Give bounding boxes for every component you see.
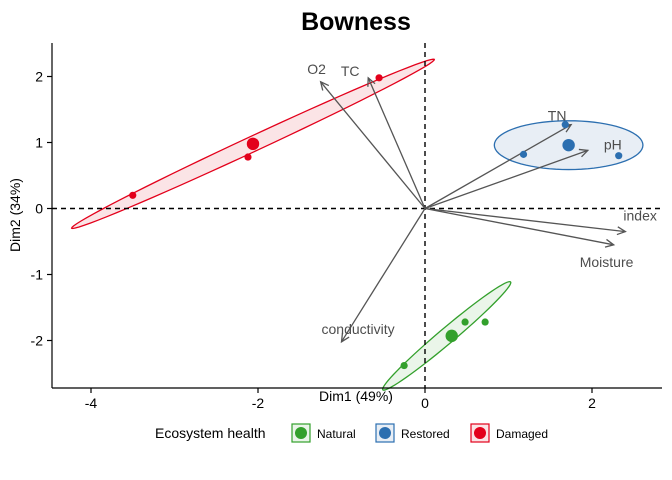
y-tick-label: 1 bbox=[35, 135, 43, 151]
point-damaged-2 bbox=[244, 153, 252, 161]
point-restored-2 bbox=[519, 150, 528, 158]
point-damaged-1 bbox=[375, 74, 383, 82]
arrow-label-moisture: Moisture bbox=[580, 254, 634, 270]
arrow-label-o2: O2 bbox=[307, 61, 326, 77]
arrow-label-ph: pH bbox=[604, 136, 622, 152]
arrowhead-conductivity bbox=[340, 332, 350, 344]
x-tick-label: -4 bbox=[85, 395, 98, 411]
point-damaged-3 bbox=[129, 191, 137, 199]
chart-title: Bowness bbox=[301, 8, 411, 36]
point-natural-1 bbox=[400, 361, 408, 370]
arrowhead-moisture bbox=[604, 238, 616, 248]
data-points bbox=[129, 74, 623, 370]
point-restored-3 bbox=[615, 152, 623, 160]
x-tick-label: 0 bbox=[421, 395, 429, 411]
arrow-ph bbox=[424, 149, 589, 210]
centroid-natural bbox=[445, 329, 458, 343]
legend: Ecosystem health Natural Restored Damaged bbox=[155, 423, 548, 443]
x-tick-label: 2 bbox=[588, 395, 596, 411]
legend-label-damaged: Damaged bbox=[496, 427, 548, 441]
x-axis-title: Dim1 (49%) bbox=[319, 388, 393, 404]
centroid-damaged bbox=[246, 137, 260, 151]
x-tick-label: -2 bbox=[252, 395, 265, 411]
y-tick-label: -1 bbox=[31, 267, 44, 283]
y-tick-label: 2 bbox=[35, 69, 43, 85]
arrowhead-tc bbox=[367, 76, 376, 87]
variable-arrows: O2 TC TN pH index Moisture conductivity bbox=[307, 61, 657, 344]
y-tick-label: -2 bbox=[31, 333, 44, 349]
reference-lines bbox=[52, 43, 662, 388]
legend-label-natural: Natural bbox=[317, 427, 356, 441]
arrow-label-tc: TC bbox=[341, 63, 360, 79]
y-axis-title: Dim2 (34%) bbox=[7, 178, 23, 252]
point-natural-3 bbox=[481, 318, 489, 326]
arrow-label-index: index bbox=[623, 208, 656, 224]
legend-dot-natural bbox=[295, 427, 307, 439]
y-tick-label: 0 bbox=[35, 201, 43, 217]
legend-title: Ecosystem health bbox=[155, 425, 266, 441]
arrowhead-ph bbox=[578, 148, 590, 158]
point-restored-1 bbox=[561, 121, 569, 129]
arrow-tc bbox=[367, 77, 426, 209]
axes: -4 -2 0 2 -2 -1 0 1 2 bbox=[31, 43, 662, 411]
arrow-o2 bbox=[320, 81, 426, 209]
arrow-index bbox=[424, 207, 626, 233]
legend-label-restored: Restored bbox=[401, 427, 450, 441]
centroid-restored bbox=[562, 138, 575, 152]
arrow-moisture bbox=[424, 207, 614, 246]
point-natural-2 bbox=[461, 318, 469, 326]
arrow-label-conductivity: conductivity bbox=[322, 321, 395, 337]
arrowhead-index bbox=[616, 226, 627, 236]
arrow-tn bbox=[424, 124, 572, 210]
legend-dot-restored bbox=[379, 427, 391, 439]
legend-dot-damaged bbox=[474, 427, 486, 439]
arrow-label-tn: TN bbox=[548, 108, 567, 124]
arrow-conductivity bbox=[340, 208, 426, 343]
arrowhead-o2 bbox=[319, 80, 330, 91]
